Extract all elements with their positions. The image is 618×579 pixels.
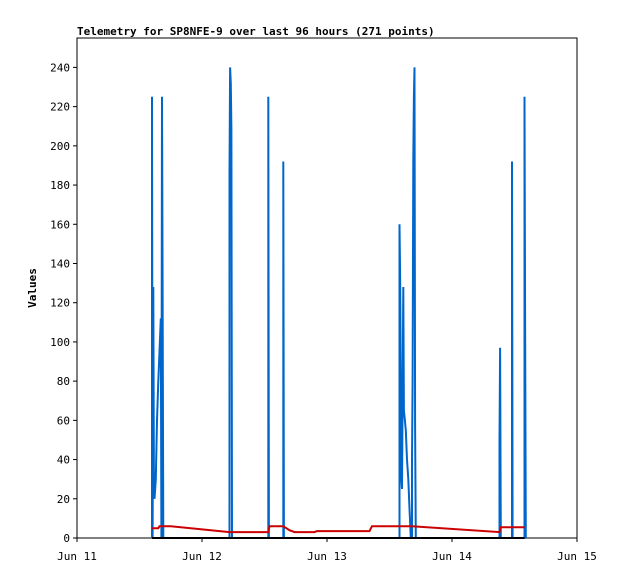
y-tick-label: 20 [57,493,70,506]
y-tick-label: 40 [57,454,70,467]
y-tick-label: 160 [50,218,70,231]
x-tick-label: Jun 12 [182,550,222,563]
series-layer [151,67,527,539]
y-tick-label: 120 [50,297,70,310]
x-tick-label: Jun 14 [432,550,472,563]
y-tick-label: 60 [57,414,70,427]
x-axis: Jun 11 Jun 12 Jun 13 Jun 14 Jun 15 [57,538,597,563]
series-line-1 [151,67,527,539]
y-axis-title: Values [26,268,39,308]
chart-title: Telemetry for SP8NFE-9 over last 96 hour… [77,25,435,38]
x-tick-label: Jun 15 [557,550,597,563]
y-tick-label: 100 [50,336,70,349]
y-tick-label: 220 [50,101,70,114]
y-tick-label: 180 [50,179,70,192]
y-axis: 0 20 40 60 80 100 120 140 160 180 200 220 240 [50,61,77,545]
y-tick-label: 200 [50,140,70,153]
y-tick-label: 0 [63,532,70,545]
y-tick-label: 140 [50,257,70,270]
y-tick-label: 80 [57,375,70,388]
x-tick-label: Jun 13 [307,550,347,563]
y-tick-label: 240 [50,61,70,74]
x-tick-label: Jun 11 [57,550,97,563]
series-line-2 [152,525,525,534]
